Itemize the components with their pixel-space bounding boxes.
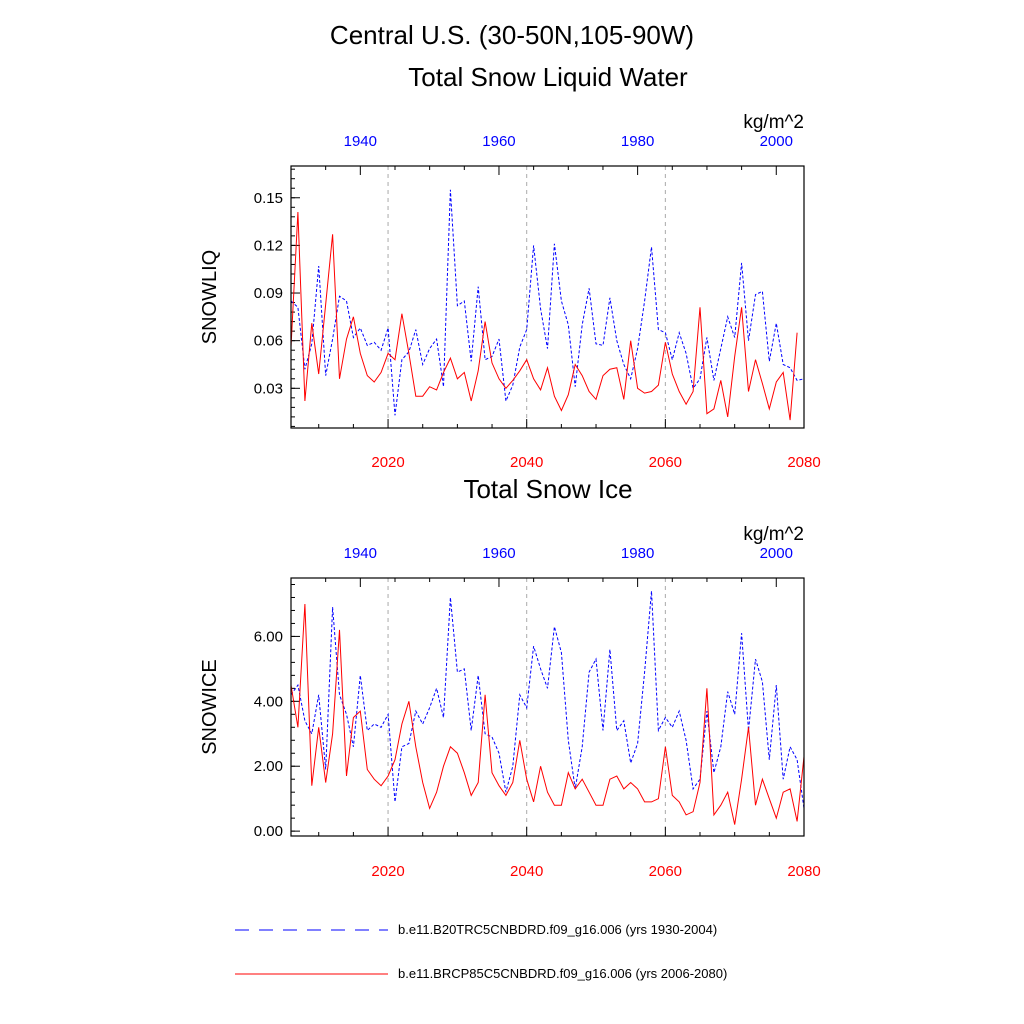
panel-title: Total Snow Liquid Water xyxy=(408,62,688,92)
top-x-tick-label: 1960 xyxy=(482,133,515,150)
figure-title-line1: Central U.S. (30-50N,105-90W) xyxy=(330,20,694,50)
snowice-panel: Total Snow Ice kg/m^2 SNOWICE 0.00 2.00 4.00 6… xyxy=(199,474,821,880)
bottom-x-tick-label: 2040 xyxy=(510,454,543,471)
y-tick-label: 0.09 xyxy=(254,285,283,302)
bottom-x-tick-label: 2020 xyxy=(371,863,404,880)
bottom-x-tick-label: 2020 xyxy=(371,454,404,471)
bottom-x-tick-label: 2040 xyxy=(510,863,543,880)
top-x-tick-label: 1940 xyxy=(344,545,377,562)
future-series-line xyxy=(290,211,798,421)
historical-series-line xyxy=(290,590,805,809)
future-series-line xyxy=(290,603,805,825)
snowliq-panel: Total Snow Liquid Water kg/m^2 SNOWLIQ 0.03… xyxy=(199,62,821,471)
top-x-tick-label: 1960 xyxy=(482,545,515,562)
legend-future-label: b.e11.BRCP85C5CNBDRD.f09_g16.006 (yrs 20… xyxy=(398,966,727,981)
historical-series-line xyxy=(290,189,805,416)
y-tick-label: 0.00 xyxy=(254,823,283,840)
y-tick-label: 0.06 xyxy=(254,333,283,350)
y-tick-label: 0.03 xyxy=(254,380,283,397)
top-x-tick-label: 1980 xyxy=(621,133,654,150)
top-x-tick-label: 1940 xyxy=(344,133,377,150)
legend: b.e11.B20TRC5CNBDRD.f09_g16.006 (yrs 193… xyxy=(235,922,727,981)
panel-title: Total Snow Ice xyxy=(463,474,632,504)
bottom-x-tick-label: 2060 xyxy=(649,863,682,880)
y-axis-label: SNOWLIQ xyxy=(199,250,221,344)
legend-historical-label: b.e11.B20TRC5CNBDRD.f09_g16.006 (yrs 193… xyxy=(398,922,717,937)
bottom-x-tick-label: 2080 xyxy=(787,454,820,471)
y-axis-label: SNOWICE xyxy=(199,659,221,755)
bottom-x-tick-label: 2060 xyxy=(649,454,682,471)
y-tick-label: 0.12 xyxy=(254,237,283,254)
y-tick-label: 0.15 xyxy=(254,190,283,207)
top-x-tick-label: 2000 xyxy=(760,133,793,150)
top-x-tick-label: 2000 xyxy=(760,545,793,562)
y-tick-label: 6.00 xyxy=(254,628,283,645)
y-tick-label: 4.00 xyxy=(254,693,283,710)
y-tick-label: 2.00 xyxy=(254,758,283,775)
bottom-x-tick-label: 2080 xyxy=(787,863,820,880)
units-label: kg/m^2 xyxy=(743,524,804,545)
plot-frame xyxy=(290,165,805,429)
plot-frame xyxy=(290,577,805,837)
top-x-tick-label: 1980 xyxy=(621,545,654,562)
units-label: kg/m^2 xyxy=(743,112,804,133)
